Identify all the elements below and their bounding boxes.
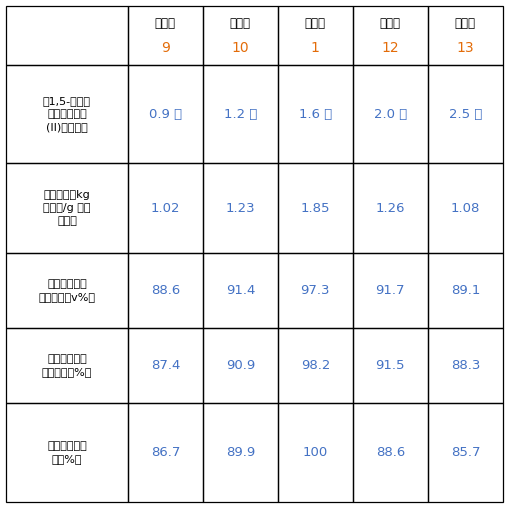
Text: 1: 1 xyxy=(311,41,320,55)
Bar xyxy=(128,6,203,65)
Bar xyxy=(278,252,353,328)
Text: 100: 100 xyxy=(303,446,328,459)
Bar xyxy=(203,6,278,65)
Text: 12: 12 xyxy=(382,41,399,55)
Bar xyxy=(6,252,128,328)
Bar xyxy=(203,65,278,164)
Text: 88.3: 88.3 xyxy=(450,359,480,372)
Text: 91.5: 91.5 xyxy=(376,359,405,372)
Bar xyxy=(6,6,128,65)
Text: 粗产物中氯乙
烯的纯度（v%）: 粗产物中氯乙 烯的纯度（v%） xyxy=(39,279,96,302)
Text: 氯乙烯的选择
性（%）: 氯乙烯的选择 性（%） xyxy=(47,441,87,464)
Text: 91.4: 91.4 xyxy=(225,284,255,297)
Text: 粗产物中氯乙
烯的收率（%）: 粗产物中氯乙 烯的收率（%） xyxy=(42,354,92,377)
Bar xyxy=(6,403,128,502)
Bar xyxy=(278,164,353,252)
Text: 实施例: 实施例 xyxy=(155,17,176,30)
Bar xyxy=(128,164,203,252)
Bar xyxy=(428,164,503,252)
Bar xyxy=(428,65,503,164)
Bar xyxy=(128,252,203,328)
Text: 1.85: 1.85 xyxy=(301,202,330,214)
Bar xyxy=(6,164,128,252)
Text: 1.2 份: 1.2 份 xyxy=(223,108,257,120)
Text: 88.6: 88.6 xyxy=(376,446,405,459)
Bar xyxy=(128,328,203,403)
Bar xyxy=(278,403,353,502)
Bar xyxy=(128,403,203,502)
Text: 1.23: 1.23 xyxy=(225,202,255,214)
Bar xyxy=(203,252,278,328)
Bar xyxy=(278,328,353,403)
Bar xyxy=(128,65,203,164)
Bar xyxy=(353,65,428,164)
Bar xyxy=(203,164,278,252)
Text: 13: 13 xyxy=(457,41,474,55)
Text: 1.6 份: 1.6 份 xyxy=(299,108,332,120)
Text: 实施例: 实施例 xyxy=(380,17,401,30)
Bar xyxy=(353,403,428,502)
Bar xyxy=(428,328,503,403)
Text: 97.3: 97.3 xyxy=(301,284,330,297)
Text: 催化活性（kg
氯乙烯/g 无汞
触媒）: 催化活性（kg 氯乙烯/g 无汞 触媒） xyxy=(43,190,91,226)
Bar xyxy=(428,6,503,65)
Text: 实施例: 实施例 xyxy=(305,17,326,30)
Bar xyxy=(428,252,503,328)
Text: 实施例: 实施例 xyxy=(455,17,476,30)
Bar xyxy=(353,6,428,65)
Bar xyxy=(353,252,428,328)
Text: 实施例: 实施例 xyxy=(230,17,251,30)
Text: 1.08: 1.08 xyxy=(450,202,480,214)
Text: 2.0 份: 2.0 份 xyxy=(374,108,407,120)
Text: （1,5-环辛二
烯）二氯化钯
(II)加入比例: （1,5-环辛二 烯）二氯化钯 (II)加入比例 xyxy=(43,96,91,132)
Text: 9: 9 xyxy=(161,41,170,55)
Text: 1.26: 1.26 xyxy=(376,202,405,214)
Text: 88.6: 88.6 xyxy=(151,284,180,297)
Text: 87.4: 87.4 xyxy=(151,359,180,372)
Bar xyxy=(6,328,128,403)
Bar xyxy=(203,328,278,403)
Text: 89.9: 89.9 xyxy=(225,446,255,459)
Text: 85.7: 85.7 xyxy=(450,446,480,459)
Text: 91.7: 91.7 xyxy=(376,284,405,297)
Text: 10: 10 xyxy=(232,41,249,55)
Text: 0.9 份: 0.9 份 xyxy=(149,108,182,120)
Bar xyxy=(203,403,278,502)
Text: 90.9: 90.9 xyxy=(225,359,255,372)
Bar xyxy=(6,65,128,164)
Text: 89.1: 89.1 xyxy=(450,284,480,297)
Text: 86.7: 86.7 xyxy=(151,446,180,459)
Text: 1.02: 1.02 xyxy=(151,202,180,214)
Bar xyxy=(428,403,503,502)
Bar xyxy=(278,6,353,65)
Bar xyxy=(353,328,428,403)
Bar xyxy=(353,164,428,252)
Text: 2.5 份: 2.5 份 xyxy=(449,108,482,120)
Bar xyxy=(278,65,353,164)
Text: 98.2: 98.2 xyxy=(301,359,330,372)
